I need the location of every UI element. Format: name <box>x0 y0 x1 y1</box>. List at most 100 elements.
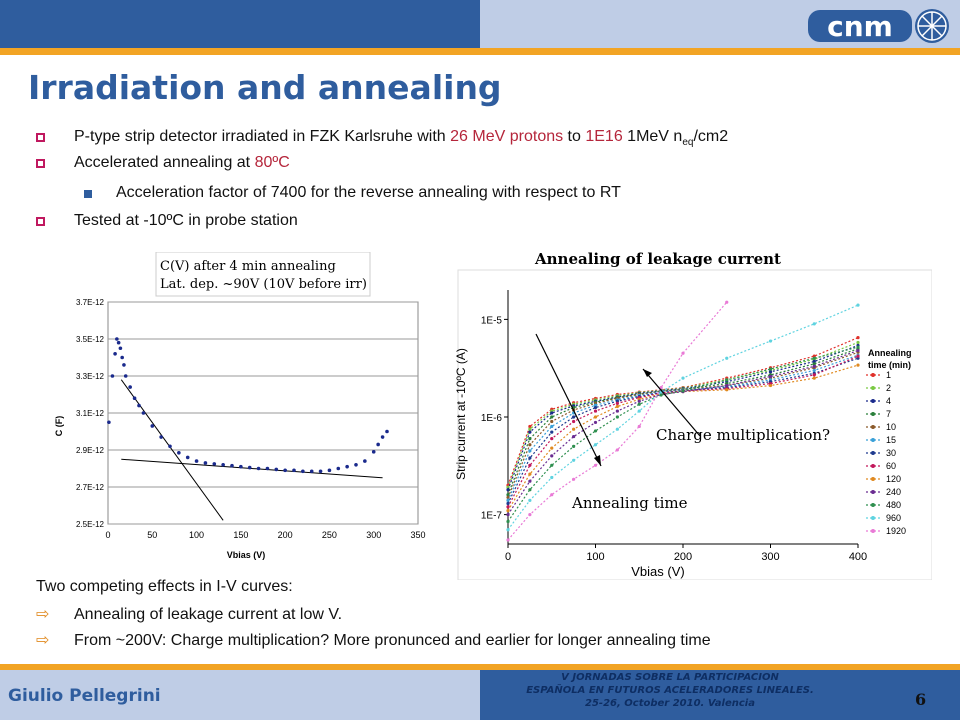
iv-legend-label: 30 <box>886 448 896 458</box>
cv-data-point <box>327 468 332 473</box>
iv-data-point <box>659 386 663 390</box>
cv-data-point <box>194 459 199 463</box>
iv-legend-marker <box>871 451 875 455</box>
cv-chart: C(V) after 4 min annealing Lat. dep. ~90… <box>46 252 438 564</box>
iv-data-point <box>725 378 729 382</box>
iv-data-point <box>725 383 729 388</box>
iv-data-point <box>572 477 576 481</box>
cv-data-point <box>318 469 323 474</box>
bullet-2-temp: 80ºC <box>254 154 290 171</box>
iv-data-point <box>506 488 510 492</box>
iv-data-point <box>856 303 860 307</box>
iv-legend-label: 120 <box>886 474 901 484</box>
iv-data-point <box>615 427 619 431</box>
cv-data-point <box>120 355 124 360</box>
iv-legend-label: 60 <box>886 461 896 471</box>
cv-annotation-line-2: Lat. dep. ~90V (10V before irr) <box>160 277 367 292</box>
square-bullet-icon <box>36 159 45 168</box>
iv-data-point <box>528 449 532 453</box>
iv-data-point <box>528 479 532 483</box>
iv-data-point <box>812 373 816 377</box>
iv-data-point <box>550 430 554 434</box>
cv-data-point <box>230 463 234 468</box>
iv-data-point <box>572 427 576 431</box>
cv-y-tick-label: 2.5E-12 <box>76 520 105 529</box>
footer-accent-line <box>0 664 960 670</box>
iv-data-point <box>593 420 598 425</box>
cv-data-point <box>110 374 115 378</box>
iv-x-tick-label: 300 <box>761 551 779 563</box>
iv-legend-marker <box>871 412 875 416</box>
cv-data-point <box>385 429 389 434</box>
annealing-time-annotation: Annealing time <box>535 333 688 512</box>
arrow-bullet-icon: ⇨ <box>36 632 50 649</box>
cv-y-tick-label: 3.3E-12 <box>76 372 105 381</box>
bullet-1-text-a: P-type strip detector irradiated in FZK … <box>74 128 451 145</box>
charge-mult-annotation: Charge multiplication? <box>642 368 830 444</box>
iv-data-point <box>506 538 510 542</box>
iv-data-point <box>593 429 598 433</box>
cv-data-point <box>168 444 172 449</box>
cv-data-point <box>292 468 296 473</box>
iv-data-point <box>768 339 773 343</box>
cv-data-point <box>159 435 163 439</box>
iv-legend-label: 240 <box>886 487 901 497</box>
cv-data-point <box>123 374 128 378</box>
iv-data-point <box>637 424 641 429</box>
iv-x-tick-label: 200 <box>674 551 692 563</box>
iv-data-point <box>572 434 576 439</box>
iv-legend-label: 15 <box>886 435 896 445</box>
iv-data-point <box>725 300 729 304</box>
bullet-2-text: Accelerated annealing at <box>74 154 255 171</box>
iv-legend-marker <box>871 464 875 468</box>
iv-legend-marker <box>871 516 875 520</box>
bullet-3-text: Tested at -10ºC in probe station <box>74 212 298 229</box>
cv-data-point <box>116 340 121 345</box>
iv-data-point <box>659 393 663 397</box>
cv-data-point <box>118 346 123 351</box>
cv-data-point <box>185 455 190 460</box>
iv-data-point <box>550 493 554 497</box>
iv-data-point <box>506 493 510 497</box>
iv-data-point <box>528 472 532 476</box>
iv-data-point <box>550 415 554 419</box>
iv-data-point <box>681 389 685 393</box>
cv-x-tick-label: 200 <box>278 530 293 540</box>
cv-y-tick-label: 3.7E-12 <box>76 298 105 307</box>
iv-data-point <box>725 388 729 392</box>
square-bullet-icon <box>36 133 45 142</box>
iv-legend-title: Annealing <box>868 348 912 358</box>
iv-data-point <box>856 340 860 345</box>
cv-y-tick-label: 3.5E-12 <box>76 335 105 344</box>
conference-info: V JORNADAS SOBRE LA PARTICIPACION ESPAÑO… <box>440 671 900 710</box>
cv-ylabel: C (F) <box>54 416 64 437</box>
iv-y-tick-label: 1E-6 <box>481 413 503 424</box>
iv-data-point <box>528 443 532 447</box>
cv-data-point <box>203 461 208 465</box>
iv-y-tick-label: 1E-5 <box>481 315 503 326</box>
page-number: 6 <box>915 690 927 709</box>
cv-data-point <box>301 469 305 474</box>
cv-x-tick-label: 350 <box>410 530 425 540</box>
note-item-2: ⇨ From ~200V: Charge multiplication? More… <box>36 630 711 650</box>
cv-data-point <box>371 450 376 454</box>
cv-data-point <box>177 450 181 455</box>
iv-data-point <box>812 368 816 373</box>
iv-legend-marker <box>871 490 875 494</box>
iv-data-point <box>528 427 532 431</box>
iv-data-point <box>550 411 554 415</box>
iv-legend-marker <box>871 399 875 403</box>
iv-data-point <box>550 437 554 441</box>
iv-legend-title: time (min) <box>868 360 911 370</box>
header-accent-line <box>0 48 960 55</box>
iv-data-point <box>637 402 641 406</box>
iv-data-point <box>528 456 532 460</box>
bullet-1-fluence: 1E16 <box>585 128 623 145</box>
cv-data-point <box>115 337 119 341</box>
iv-legend-label: 1 <box>886 370 891 380</box>
iv-data-point <box>506 519 510 524</box>
iv-data-point <box>615 448 619 452</box>
cv-x-tick-label: 250 <box>322 530 337 540</box>
iv-data-point <box>812 322 816 326</box>
cv-data-point <box>256 466 261 471</box>
